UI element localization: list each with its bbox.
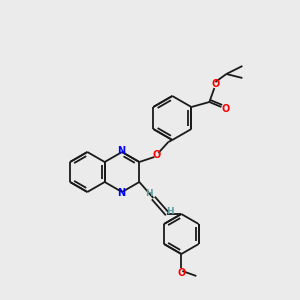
Text: O: O — [177, 268, 185, 278]
Text: N: N — [117, 146, 125, 156]
Text: O: O — [152, 150, 160, 160]
Text: O: O — [211, 79, 220, 89]
Text: N: N — [117, 188, 125, 198]
Text: H: H — [167, 206, 174, 215]
Text: H: H — [146, 190, 153, 199]
Text: O: O — [221, 104, 230, 114]
